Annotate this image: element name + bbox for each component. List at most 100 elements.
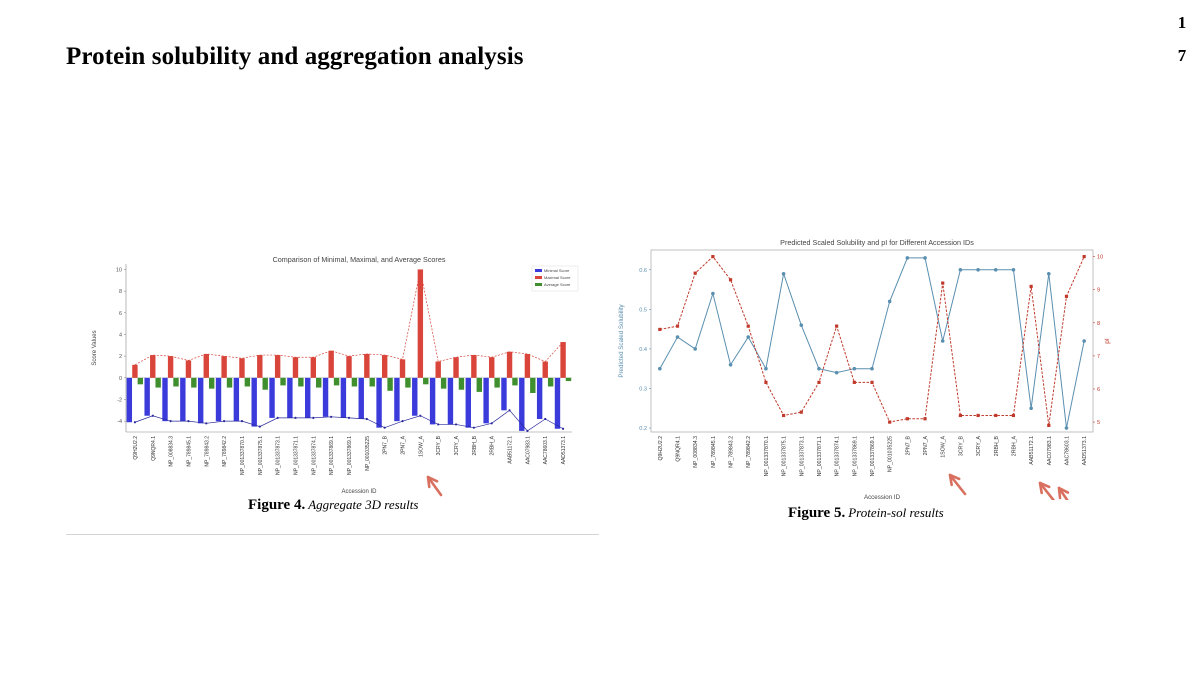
bar-maximal-score <box>399 359 406 378</box>
bar-maximal-score <box>167 356 174 378</box>
x-tick-label: AAC78603.1 <box>543 436 549 465</box>
y-axis-label: Score Values <box>92 330 98 365</box>
bar-maximal-score <box>471 355 477 378</box>
pi-point <box>976 413 980 418</box>
solubility-point <box>1029 406 1033 411</box>
pi-point <box>728 278 733 282</box>
section-title: Protein solubility and aggregation analy… <box>66 43 524 70</box>
pi-point <box>817 380 821 384</box>
bar-minimal-score <box>501 377 507 411</box>
bar-average-score <box>280 377 286 386</box>
bar-average-score <box>244 377 251 387</box>
solubility-point <box>781 271 786 276</box>
solubility-point <box>905 256 910 260</box>
x-tick-label: Q9NQR4.1 <box>676 436 682 462</box>
solubility-point <box>993 267 998 272</box>
minimal-score-point <box>347 416 351 420</box>
bar-minimal-score <box>305 377 311 418</box>
pointer-arrow-icon <box>948 473 967 496</box>
x-tick-label: 2RBH_B <box>472 435 478 455</box>
x-tick-label: NP_001337869.1 <box>870 436 876 476</box>
x-tick-label: AAC07983.1 <box>1047 436 1053 466</box>
y-tick-label: 10 <box>116 267 122 273</box>
bar-minimal-score <box>233 377 240 422</box>
figure-5-label: Figure 5. <box>788 505 846 521</box>
x-tick-label: AAB51172.1 <box>1029 436 1035 465</box>
y-tick-label: 8 <box>119 289 122 295</box>
figure-5-caption-text: Protein-sol results <box>848 505 944 520</box>
bar-average-score <box>333 377 340 386</box>
bar-average-score <box>298 377 304 387</box>
bar-minimal-score <box>394 377 400 422</box>
minimal-score-point <box>383 426 386 429</box>
legend-label: Average Score <box>544 282 571 287</box>
pointer-arrow-head <box>426 475 439 489</box>
x-tick-label: NP_001337869.1 <box>852 436 858 476</box>
bar-minimal-score <box>269 377 275 418</box>
solubility-point <box>693 347 697 351</box>
bar-minimal-score <box>144 377 150 416</box>
bar-average-score <box>387 377 393 391</box>
bar-average-score <box>369 377 375 387</box>
bar-average-score <box>458 377 465 390</box>
pi-point <box>994 413 998 418</box>
bar-average-score <box>316 377 322 388</box>
minimal-score-point <box>294 416 297 420</box>
pi-point <box>1047 423 1051 427</box>
bar-maximal-score <box>203 353 209 378</box>
x-tick-label: NP_001337869.1 <box>329 436 335 475</box>
solubility-point <box>799 323 804 327</box>
pi-point <box>905 417 909 421</box>
x-tick-label: NP_001337869.1 <box>347 436 353 475</box>
bar-average-score <box>565 377 572 382</box>
x-tick-label: AAD51373.1 <box>1082 436 1088 466</box>
minimal-score-point <box>276 416 279 420</box>
x-tick-label: NP_001337875.1 <box>782 436 788 476</box>
pointer-arrow-shaft <box>426 475 443 497</box>
pointer-arrow-shaft <box>1038 481 1057 504</box>
y-tick-label: 0.5 <box>639 307 647 313</box>
solubility-point <box>852 366 857 371</box>
minimal-score-point <box>187 420 190 423</box>
x-tick-label: 2RBH_A <box>1011 435 1017 456</box>
x-tick-label: NP_001035225 <box>365 436 371 471</box>
x-tick-label: NP_789843.2 <box>729 436 735 468</box>
y-tick-label: 6 <box>119 311 122 317</box>
minimal-score-point <box>258 425 261 428</box>
chart-title: Predicted Scaled Solubility and pI for D… <box>780 238 974 247</box>
x-tick-label: 2RBH_A <box>490 435 496 455</box>
bar-maximal-score <box>239 358 245 378</box>
pointer-arrow-icon <box>1038 481 1057 504</box>
pi-line <box>659 255 1085 426</box>
solubility-point <box>711 291 715 296</box>
y-tick-label: 0.4 <box>639 347 647 353</box>
bar-maximal-score <box>489 357 495 378</box>
y-tick-label: -2 <box>117 397 122 403</box>
bar-maximal-score <box>560 342 566 378</box>
y-tick-label: 2 <box>119 354 122 360</box>
bar-maximal-score <box>381 355 388 378</box>
minimal-score-point <box>151 414 154 417</box>
pi-point <box>711 255 715 259</box>
solubility-point <box>1064 426 1069 430</box>
bar-average-score <box>405 377 411 388</box>
y-tick-label: 0 <box>119 376 122 382</box>
x-tick-label: 2PN7_A <box>923 435 929 455</box>
solubility-point <box>1082 339 1086 343</box>
x-tick-label: NP_001337871.1 <box>817 436 823 476</box>
minimal-score-point <box>508 409 511 412</box>
x-tick-label: Q9H2U2.2 <box>658 436 664 461</box>
x-tick-label: NP_008834.3 <box>693 436 699 468</box>
bar-maximal-score <box>185 360 192 378</box>
x-tick-label: 3CRY_B <box>958 435 964 456</box>
x-tick-label: 2PN7_B <box>905 435 911 455</box>
maximal-score-trend-line <box>134 269 564 366</box>
pi-point <box>835 324 839 328</box>
minimal-score-point <box>312 416 315 420</box>
x-tick-label: 1SOW_A <box>941 435 947 457</box>
x-tick-label: NP_001337870.1 <box>764 436 770 476</box>
solubility-point <box>728 362 733 367</box>
minimal-score-point <box>223 420 226 423</box>
pi-point <box>923 417 927 421</box>
y2-axis-label: pI <box>1104 338 1111 344</box>
